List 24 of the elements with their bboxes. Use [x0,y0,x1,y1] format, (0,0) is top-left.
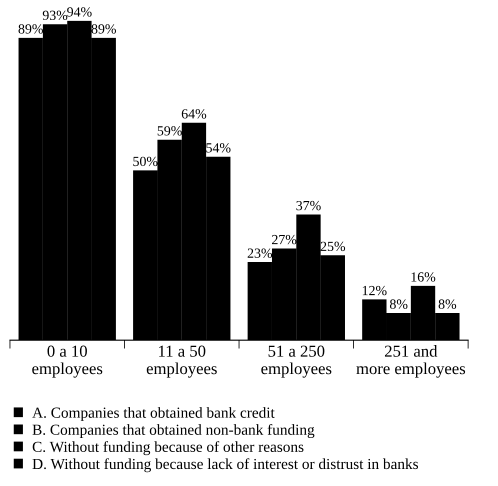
data-label: 54% [206,143,231,153]
data-label: 8% [438,299,456,309]
legend-label: C. Without funding because of other reasons [32,441,304,456]
data-label: 16% [412,272,436,282]
data-label: 89% [92,24,116,34]
data-label: 64% [182,109,206,119]
legend-label: D. Without funding because lack of interest or distrust in banks [32,458,418,472]
data-label: 59% [158,126,182,136]
x-tick-label: 0 a 10 employees [32,346,102,378]
x-tick-label: 11 a 50 employees [146,346,217,378]
legend-label: A. Companies that obtained bank credit [32,407,275,421]
data-label: 37% [296,200,321,210]
data-label: 27% [272,234,296,244]
data-label: 50% [133,156,158,166]
data-label: 12% [362,286,387,296]
data-label: 93% [42,10,68,20]
x-tick-label: 51 a 250 employees [261,346,332,378]
x-tick-label: 251 and more employees [356,345,466,378]
data-label: 8% [390,299,408,309]
data-label: 89% [18,24,43,34]
data-label: 94% [67,7,92,17]
data-label: 23% [248,248,272,258]
legend-label: B. Companies that obtained non-bank funding [32,424,314,438]
data-label: 25% [320,242,346,252]
